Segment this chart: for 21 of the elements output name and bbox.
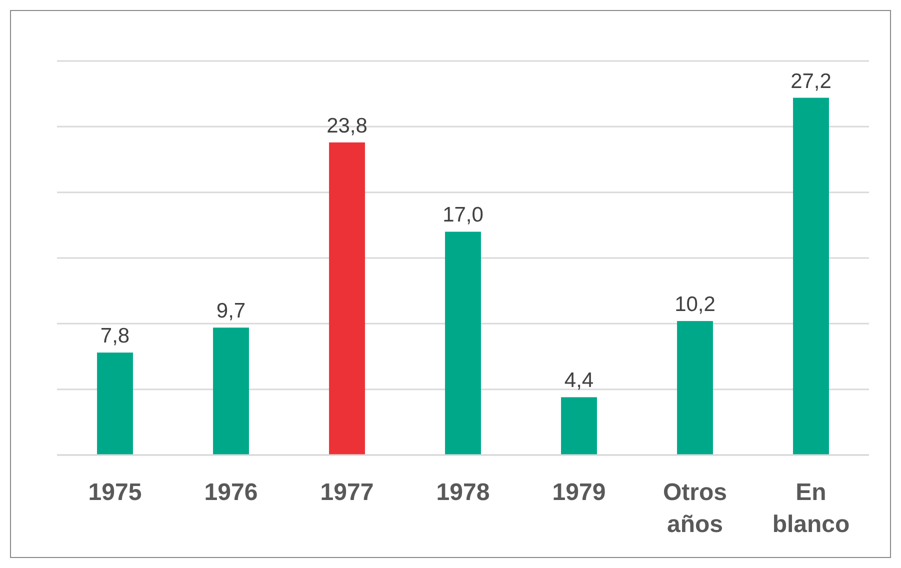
- data-label: 4,4: [564, 369, 594, 392]
- x-tick-label: 1978: [436, 479, 490, 506]
- bar: [329, 142, 365, 455]
- bar: [97, 352, 133, 455]
- bar: [213, 328, 249, 455]
- bar: [793, 98, 829, 455]
- data-label: 23,8: [326, 114, 368, 138]
- x-tick-label: 1975: [88, 479, 142, 506]
- x-tick-label: 1979: [552, 479, 606, 506]
- bar: [561, 397, 597, 455]
- data-label: 10,2: [674, 293, 716, 316]
- x-tick-label: Otros años: [662, 479, 728, 538]
- data-label: 17,0: [442, 204, 484, 227]
- data-label: 7,8: [100, 324, 130, 348]
- data-label: 9,7: [216, 300, 246, 323]
- x-tick-label: 1976: [204, 479, 258, 506]
- data-label: 27,2: [790, 70, 832, 93]
- x-tick-label: 1977: [320, 479, 374, 506]
- x-tick-label: En blanco: [772, 479, 850, 538]
- bar: [677, 321, 713, 455]
- bar: [445, 232, 481, 455]
